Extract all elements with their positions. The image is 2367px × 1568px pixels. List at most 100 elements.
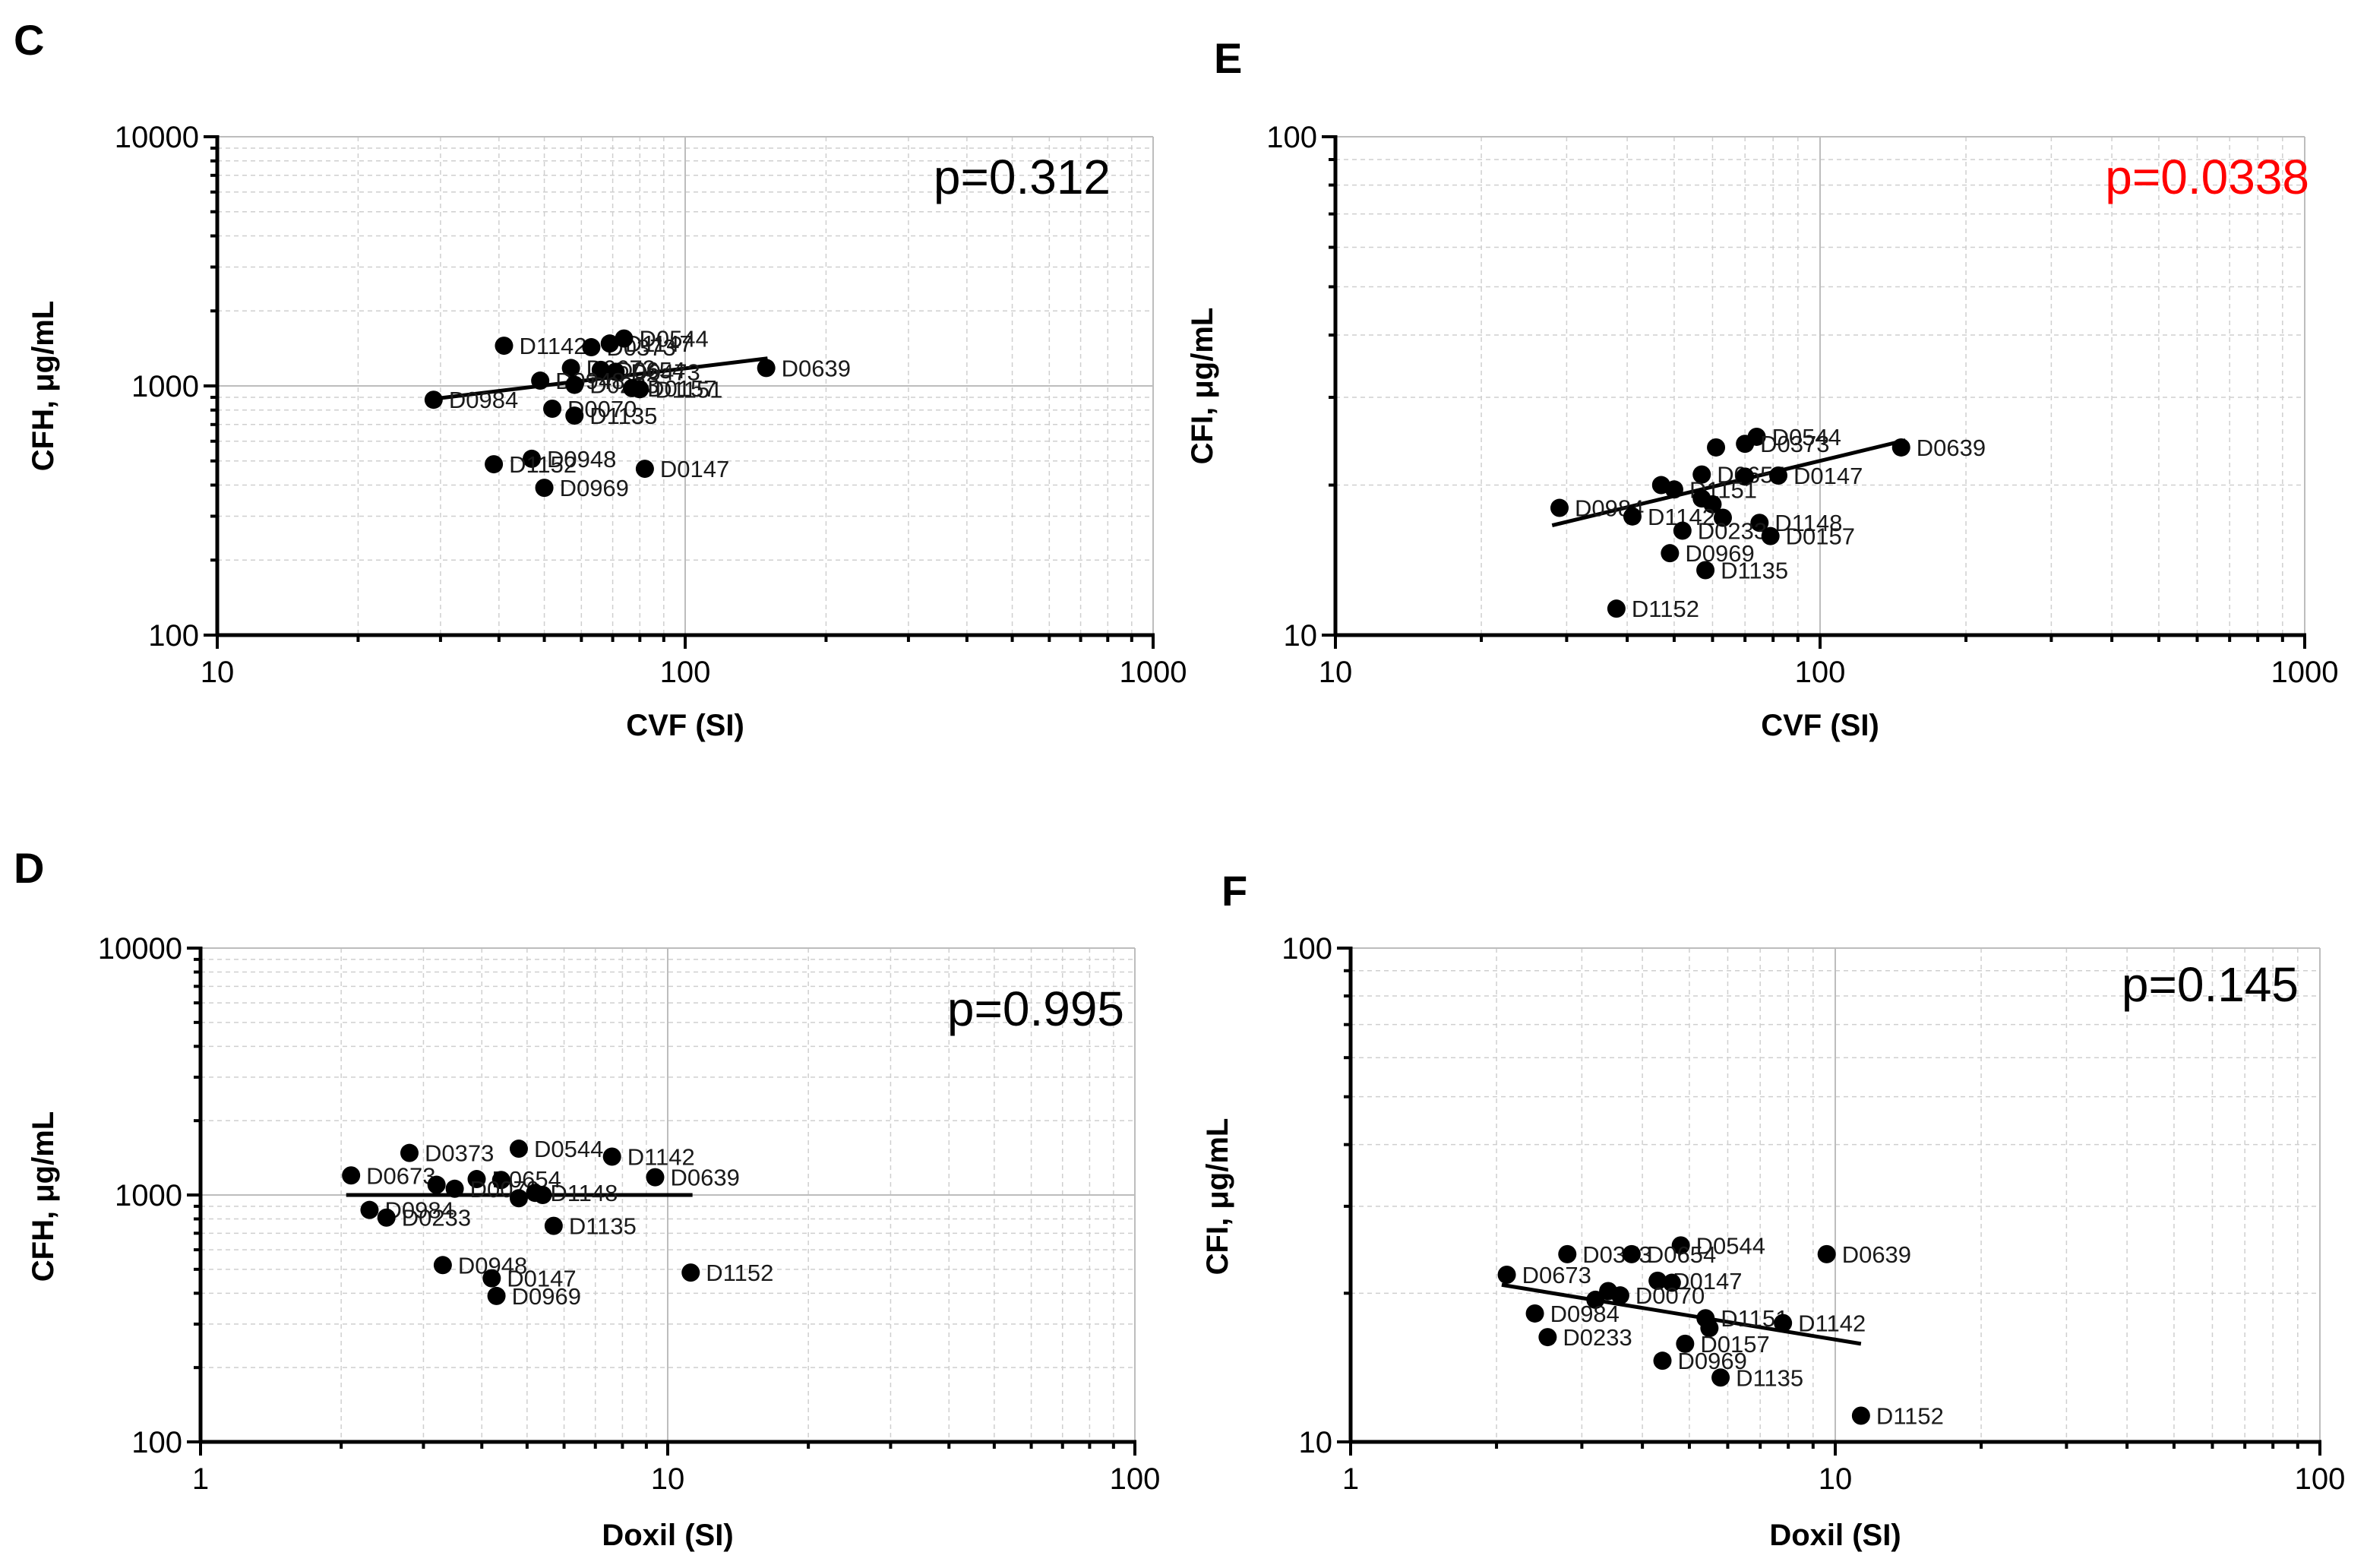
data-point xyxy=(1607,599,1626,618)
x-tick-label: 10 xyxy=(1319,656,1353,689)
data-point-label: D0654 xyxy=(616,357,685,384)
regression-line xyxy=(426,356,768,402)
data-point-label: D0147 xyxy=(507,1266,576,1292)
data-point-label: D0654 xyxy=(1647,1241,1716,1268)
x-tick-label: 100 xyxy=(1795,656,1846,689)
p-value-annotation: p=0.0338 xyxy=(2105,150,2309,204)
data-point-label: D1142 xyxy=(519,333,586,359)
data-point xyxy=(1707,438,1726,457)
panel-letter: E xyxy=(1214,34,1242,82)
data-point xyxy=(1550,498,1569,517)
data-point-label: D0233 xyxy=(402,1205,471,1231)
y-axis-title: CFI, μg/mL xyxy=(1201,1118,1234,1276)
data-point-label: D0948 xyxy=(547,446,616,473)
x-tick-label: 1 xyxy=(1342,1462,1359,1496)
data-point-label: D0147 xyxy=(1793,463,1863,489)
data-point-label: D1148 xyxy=(550,1180,618,1206)
data-point xyxy=(495,337,514,356)
data-point-label: D0070 xyxy=(1635,1282,1705,1309)
y-tick-label: 10000 xyxy=(115,121,199,154)
data-point xyxy=(591,360,610,379)
data-point-label: D0639 xyxy=(670,1165,739,1191)
data-point-label: D0147 xyxy=(1673,1268,1742,1295)
data-point-label: D0639 xyxy=(782,355,851,381)
data-point xyxy=(565,375,584,394)
data-point-label: D0544 xyxy=(1696,1232,1765,1259)
data-point xyxy=(1700,1319,1719,1338)
data-point xyxy=(1703,495,1722,514)
x-axis-title: Doxil (SI) xyxy=(602,1519,733,1552)
data-point-label: D0673 xyxy=(1522,1262,1591,1288)
data-point xyxy=(646,1168,665,1187)
x-tick-label: 1 xyxy=(192,1462,209,1496)
y-tick-label: 1000 xyxy=(131,370,199,403)
data-point-label: D0147 xyxy=(660,456,729,482)
panel-letter: D xyxy=(14,844,44,892)
data-point xyxy=(427,1175,446,1194)
data-point xyxy=(487,1286,506,1305)
x-tick-label: 1000 xyxy=(1120,656,1187,689)
data-point-label: D1135 xyxy=(589,403,657,429)
data-point xyxy=(1673,521,1692,540)
data-point-label: D0233 xyxy=(1698,518,1767,545)
data-point xyxy=(1713,508,1732,527)
panel-f: 1 10 100 10 100 Doxil (SI) CFI, μg/mL Fp=0.145 D… xyxy=(1201,867,2345,1552)
data-point-label: D0544 xyxy=(639,326,708,352)
y-axis-title: CFH, μg/mL xyxy=(27,1111,60,1282)
x-axis-title: Doxil (SI) xyxy=(1769,1519,1901,1552)
data-point xyxy=(1750,514,1769,533)
data-point-label: D0639 xyxy=(1842,1241,1911,1268)
data-point-label: D1142 xyxy=(627,1144,695,1171)
data-point-label: D1152 xyxy=(1632,596,1699,622)
data-point-label: D0969 xyxy=(1678,1348,1747,1374)
data-point xyxy=(360,1200,379,1219)
data-point xyxy=(681,1263,700,1282)
data-point xyxy=(1696,561,1715,580)
data-point-label: D1148 xyxy=(1774,510,1842,536)
data-point-label: D1135 xyxy=(1736,1364,1803,1391)
data-point xyxy=(531,371,550,390)
x-tick-label: 10 xyxy=(651,1462,685,1496)
x-tick-label: 100 xyxy=(660,656,711,689)
panel-d: 1 10 100 100 1000 10000 Doxil (SI) CFH, μg/mL Dp… xyxy=(14,844,1160,1552)
data-point-label: D0969 xyxy=(560,475,629,501)
data-point xyxy=(544,1216,563,1235)
data-point-label: D0544 xyxy=(534,1136,603,1162)
data-point xyxy=(1558,1244,1577,1263)
x-axis-title: CVF (SI) xyxy=(626,709,744,742)
data-point xyxy=(485,455,504,474)
data-point xyxy=(1736,467,1755,486)
data-point-label: D1152 xyxy=(706,1260,773,1286)
data-point-label: D1142 xyxy=(1798,1310,1866,1337)
data-point-label: D1147 xyxy=(625,330,693,357)
data-point-label: D0544 xyxy=(1772,424,1841,450)
data-point xyxy=(491,1171,510,1190)
y-tick-label: 1000 xyxy=(115,1179,182,1212)
data-point-label: D1135 xyxy=(1721,558,1788,584)
data-point xyxy=(400,1143,419,1162)
panel-e: 10 100 1000 10 100 CVF (SI) CFI, μg/mL Ep=0.033… xyxy=(1186,34,2338,742)
data-point xyxy=(482,1269,501,1288)
data-point-label: D0969 xyxy=(512,1283,581,1310)
data-point xyxy=(1817,1244,1836,1263)
data-point xyxy=(635,460,654,479)
data-point xyxy=(757,359,776,378)
data-point xyxy=(1648,1271,1667,1290)
p-value-annotation: p=0.312 xyxy=(934,150,1111,204)
y-tick-label: 100 xyxy=(148,619,199,653)
y-axis-title: CFI, μg/mL xyxy=(1186,308,1219,465)
data-point-label: D1151 xyxy=(655,376,722,403)
x-tick-label: 10 xyxy=(1819,1462,1853,1496)
data-point xyxy=(606,362,625,381)
data-point xyxy=(1538,1328,1557,1347)
data-point xyxy=(1661,544,1680,563)
data-point xyxy=(1623,507,1642,526)
data-point xyxy=(535,479,554,498)
p-value-annotation: p=0.145 xyxy=(2122,957,2299,1012)
data-point xyxy=(630,380,649,399)
data-point xyxy=(1653,1351,1672,1370)
data-point xyxy=(509,1189,528,1208)
data-point-label: D1152 xyxy=(509,451,577,478)
y-tick-label: 10 xyxy=(1284,619,1318,653)
